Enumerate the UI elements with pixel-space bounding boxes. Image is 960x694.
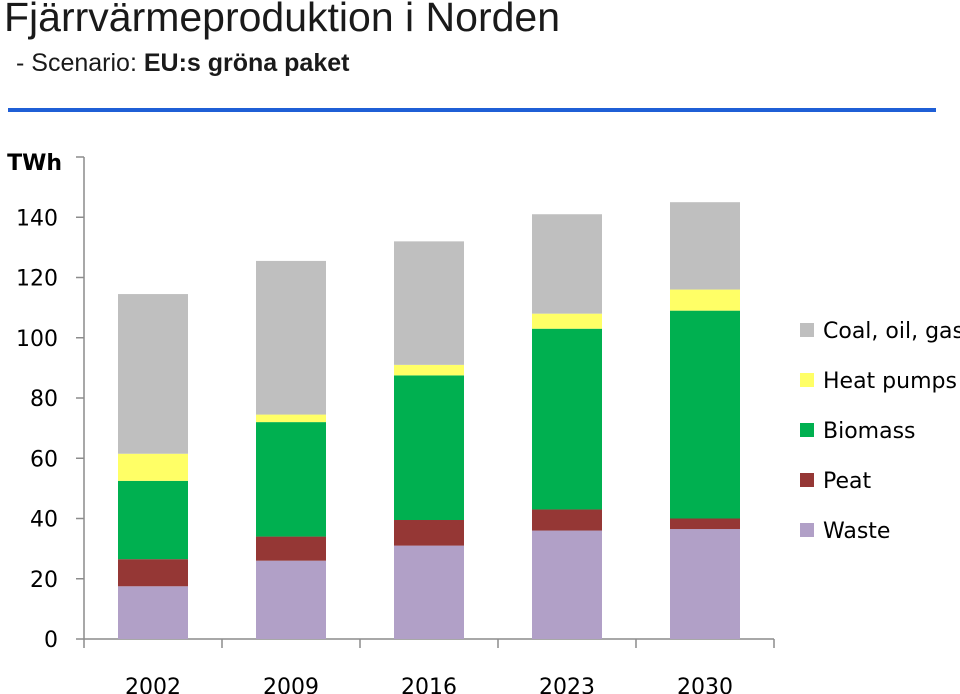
legend-label: Coal, oil, gas: [823, 319, 960, 344]
bar-segment-coal-oil-gas-2023: [532, 214, 602, 314]
page-title: Fjärrvärmeproduktion i Norden: [4, 0, 561, 40]
bar-segment-waste-2009: [256, 560, 326, 639]
chart-legend: Coal, oil, gas Heat pumps Biomass Peat Waste: [800, 319, 960, 544]
bar-segment-waste-2023: [532, 530, 602, 639]
bar-segment-coal-oil-gas-2002: [118, 294, 188, 454]
x-tick-label: 2016: [401, 675, 457, 694]
bar-segment-heat-pumps-2009: [256, 414, 326, 423]
title-divider: [8, 108, 936, 112]
bar-segment-peat-2030: [670, 518, 740, 530]
subtitle-prefix: - Scenario:: [16, 49, 144, 77]
bar-segment-biomass-2009: [256, 422, 326, 537]
bar-segment-biomass-2030: [670, 310, 740, 519]
y-tick-label: 140: [16, 206, 58, 231]
legend-label: Waste: [823, 519, 890, 544]
legend-swatch: [800, 323, 814, 337]
bar-segment-coal-oil-gas-2016: [394, 241, 464, 365]
y-tick-label: 80: [30, 387, 58, 412]
legend-label: Peat: [823, 469, 871, 494]
y-axis-label: TWh: [7, 151, 62, 176]
page-subtitle: - Scenario: EU:s gröna paket: [16, 48, 349, 78]
subtitle-emphasis: EU:s gröna paket: [143, 49, 350, 77]
x-tick-label: 2002: [125, 675, 181, 694]
bar-segment-biomass-2016: [394, 375, 464, 521]
legend-swatch: [800, 473, 814, 487]
plot-area: 0 20 40 60 80 100 120 140 2002 2009 2016 2023 2030: [16, 156, 775, 694]
bar-segment-heat-pumps-2030: [670, 289, 740, 311]
bar-segment-waste-2002: [118, 586, 188, 639]
y-tick-label: 0: [44, 628, 58, 653]
legend-label: Biomass: [823, 419, 916, 444]
bar-segment-coal-oil-gas-2009: [256, 260, 326, 415]
bar-segment-waste-2016: [394, 545, 464, 639]
y-tick-label: 40: [30, 508, 58, 533]
y-tick-label: 120: [16, 267, 58, 292]
bar-segment-peat-2023: [532, 509, 602, 531]
y-tick-label: 20: [30, 568, 58, 593]
legend-label: Heat pumps: [823, 369, 957, 394]
x-tick-label: 2009: [263, 675, 319, 694]
legend-swatch: [800, 373, 814, 387]
legend-swatch: [800, 523, 814, 537]
bar-segment-waste-2030: [670, 529, 740, 639]
bar-segment-peat-2016: [394, 520, 464, 546]
y-tick-label: 100: [16, 327, 58, 352]
bar-segment-heat-pumps-2002: [118, 453, 188, 481]
y-tick-label: 60: [30, 447, 58, 472]
bar-segment-coal-oil-gas-2030: [670, 202, 740, 290]
legend-swatch: [800, 423, 814, 437]
bar-segment-biomass-2002: [118, 480, 188, 560]
bar-segment-heat-pumps-2023: [532, 313, 602, 329]
x-tick-label: 2030: [677, 675, 733, 694]
bar-segment-peat-2002: [118, 559, 188, 587]
bar-segment-heat-pumps-2016: [394, 364, 464, 376]
x-tick-label: 2023: [539, 675, 595, 694]
bar-segment-peat-2009: [256, 536, 326, 561]
bar-segment-biomass-2023: [532, 328, 602, 510]
